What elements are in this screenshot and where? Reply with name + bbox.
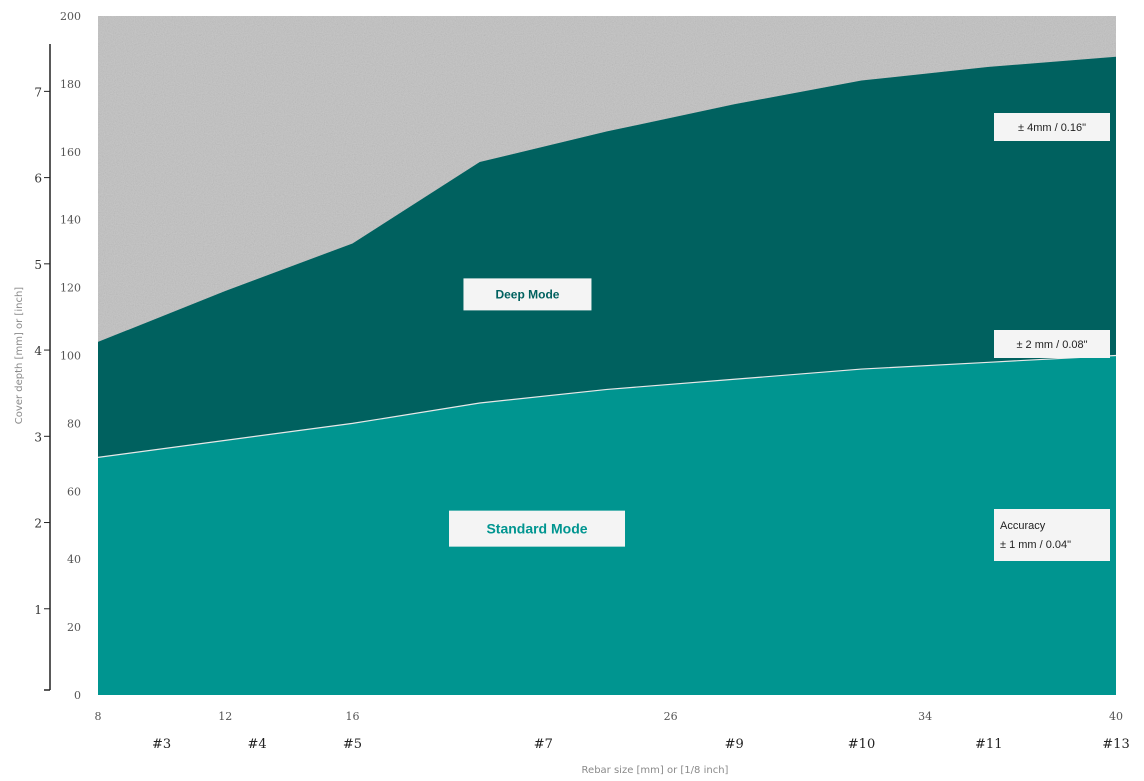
y-tick-label: 140 [60,214,81,227]
x-tick-label: 8 [95,710,102,723]
area-label-box [463,278,592,311]
y-tick-label: 100 [60,350,81,363]
x-tick-label: 40 [1109,710,1123,723]
bar-size-label: #10 [848,737,875,752]
bar-size-label: #11 [975,737,1002,752]
y-tick-label: 40 [67,553,81,566]
y-tick-label: 60 [67,485,81,498]
area-label-text: Deep Mode [495,288,559,302]
y-tick-label: 120 [60,282,81,295]
y-axis-title: Cover depth [mm] or [inch] [14,287,25,424]
inch-tick-label: 7 [34,85,42,99]
bar-size-label: #9 [725,737,744,752]
inch-tick-label: 5 [34,258,42,272]
standard-mode-boundary-line [97,354,1117,458]
y-tick-label: 80 [67,417,81,430]
inch-tick-label: 4 [34,344,42,358]
y-tick-label: 160 [60,146,81,159]
bar-size-label: #7 [534,737,553,752]
accuracy-annotation-box [994,330,1110,358]
accuracy-annotation-text: Accuracy [1000,520,1046,532]
bar-size-label: #3 [152,737,171,752]
x-tick-label: 12 [218,710,232,723]
accuracy-annotation-box [994,509,1110,561]
accuracy-annotation-box [994,113,1110,141]
inch-tick-label: 1 [34,603,42,617]
x-tick-label: 16 [346,710,360,723]
bar-size-label: #4 [247,737,266,752]
accuracy-annotation-text: ± 1 mm / 0.04" [1000,539,1071,551]
bar-size-label: #5 [343,737,362,752]
accuracy-annotation-text: ± 2 mm / 0.08" [1016,339,1087,351]
x-axis-title: Rebar size [mm] or [1/8 inch] [582,765,729,776]
area-label-text: Standard Mode [486,521,587,537]
x-tick-label: 34 [918,710,932,723]
y-tick-label: 200 [60,10,81,23]
inch-tick-label: 2 [34,517,42,531]
bar-size-label: #13 [1102,737,1129,752]
y-tick-label: 20 [67,621,81,634]
y-tick-label: 0 [74,689,81,702]
y-tick-label: 180 [60,78,81,91]
inch-tick-label: 3 [34,430,42,444]
inch-tick-label: 6 [34,172,42,186]
area-label-box [449,510,626,547]
accuracy-annotation-text: ± 4mm / 0.16" [1018,122,1086,134]
x-tick-label: 26 [664,710,678,723]
